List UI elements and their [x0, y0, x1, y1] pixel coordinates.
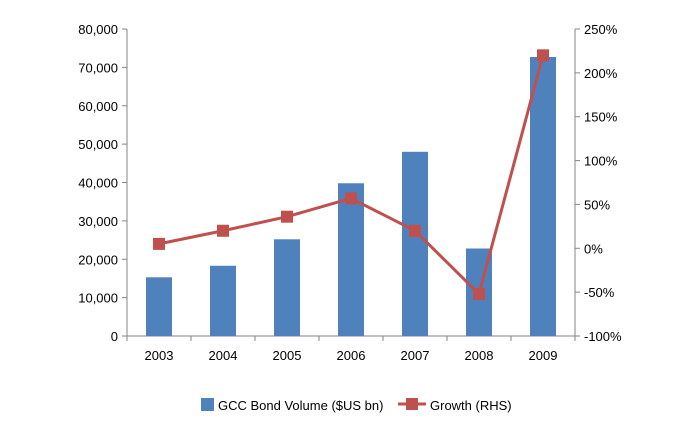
- y-left-tick-label: 50,000: [78, 137, 118, 152]
- y-left-tick-label: 40,000: [78, 176, 118, 191]
- y-left-tick-label: 10,000: [78, 291, 118, 306]
- bar-bond-volume: [274, 239, 300, 336]
- y-right-tick-label: 50%: [584, 197, 610, 212]
- bar-bond-volume: [338, 183, 364, 336]
- x-tick-label: 2003: [145, 348, 174, 363]
- y-right-tick-label: 100%: [584, 154, 618, 169]
- bar-bond-volume: [530, 57, 556, 337]
- growth-marker: [281, 210, 293, 223]
- legend-label-bond-volume: GCC Bond Volume ($US bn): [218, 398, 383, 413]
- growth-marker: [473, 287, 485, 300]
- x-tick-label: 2008: [465, 348, 494, 363]
- y-left-tick-label: 60,000: [78, 99, 118, 114]
- growth-marker: [409, 224, 421, 237]
- y-left-tick-label: 30,000: [78, 214, 118, 229]
- growth-marker: [217, 224, 229, 237]
- growth-marker: [537, 49, 549, 62]
- bars-layer: [146, 57, 556, 337]
- y-right-tick-label: -100%: [584, 329, 622, 344]
- bar-bond-volume: [402, 151, 428, 336]
- growth-marker: [345, 192, 357, 205]
- y-right-tick-label: -50%: [584, 285, 615, 300]
- x-tick-label: 2007: [401, 348, 430, 363]
- y-left-tick-label: 20,000: [78, 252, 118, 267]
- bar-bond-volume: [210, 265, 236, 336]
- y-right-tick-label: 250%: [584, 22, 618, 37]
- line-layer: [153, 49, 549, 300]
- y-left-tick-label: 70,000: [78, 60, 118, 75]
- legend-marker-growth: [406, 398, 418, 410]
- x-tick-label: 2006: [337, 348, 366, 363]
- y-left-tick-label: 80,000: [78, 22, 118, 37]
- bar-bond-volume: [146, 277, 172, 336]
- growth-marker: [153, 237, 165, 250]
- axes-layer: 0 10,000 20,000 30,000 40,000 50,000 60,000 70,…: [78, 22, 622, 363]
- y-left-tick-label: 0: [111, 329, 118, 344]
- legend-label-growth: Growth (RHS): [430, 398, 512, 413]
- legend: GCC Bond Volume ($US bn) Growth (RHS): [201, 398, 512, 413]
- x-tick-label: 2005: [273, 348, 302, 363]
- x-tick-label: 2004: [209, 348, 238, 363]
- y-right-tick-label: 200%: [584, 66, 618, 81]
- y-right-tick-label: 0%: [584, 241, 603, 256]
- y-right-tick-label: 150%: [584, 110, 618, 125]
- legend-swatch-bond-volume: [201, 398, 214, 411]
- x-tick-label: 2009: [529, 348, 558, 363]
